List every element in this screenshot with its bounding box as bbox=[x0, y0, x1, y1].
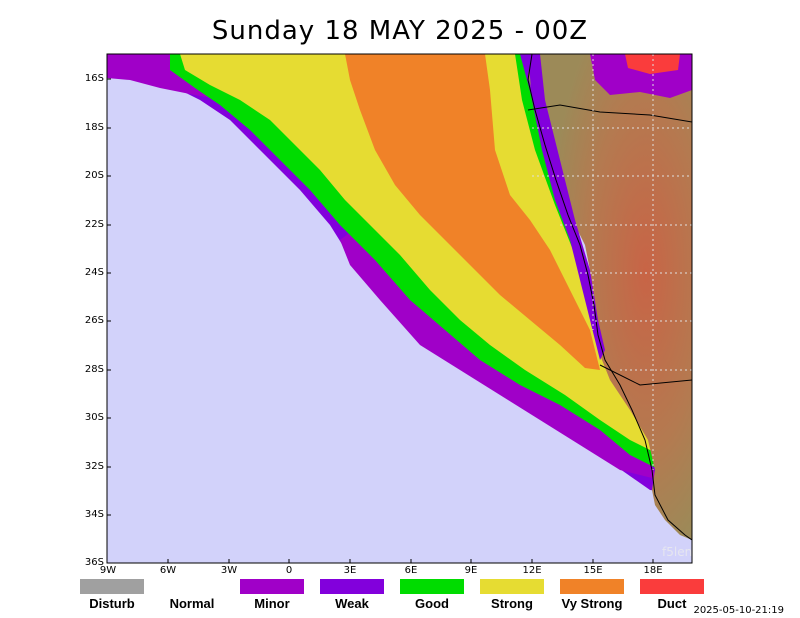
legend-label: Normal bbox=[169, 596, 215, 611]
lon-label: 6W bbox=[159, 565, 177, 576]
lat-label: 36S bbox=[84, 557, 104, 568]
legend-swatch bbox=[160, 579, 224, 594]
legend-label: Disturb bbox=[89, 596, 135, 611]
lon-label: 0 bbox=[285, 565, 293, 576]
lon-label: 9W bbox=[99, 565, 117, 576]
legend-label: Strong bbox=[491, 596, 533, 611]
lat-ticks bbox=[107, 78, 111, 516]
lat-label: 16S bbox=[84, 73, 104, 84]
legend-swatch bbox=[320, 579, 384, 594]
very-strong-zone bbox=[345, 54, 600, 370]
legend-item-good: Good bbox=[400, 579, 464, 611]
legend-swatch bbox=[480, 579, 544, 594]
lat-label: 18S bbox=[84, 122, 104, 133]
lon-label: 18E bbox=[643, 565, 663, 576]
legend-label: Minor bbox=[254, 596, 290, 611]
legend-item-duct: Duct bbox=[640, 579, 704, 611]
legend-swatch bbox=[560, 579, 624, 594]
lat-label: 28S bbox=[84, 364, 104, 375]
timestamp: 2025-05-10-21:19 bbox=[693, 605, 784, 616]
legend-label: Vy Strong bbox=[561, 596, 623, 611]
lon-ticks bbox=[167, 559, 654, 563]
lat-label: 20S bbox=[84, 170, 104, 181]
legend-item-weak: Weak bbox=[320, 579, 384, 611]
legend-item-minor: Minor bbox=[240, 579, 304, 611]
lat-label: 24S bbox=[84, 267, 104, 278]
legend-swatch bbox=[240, 579, 304, 594]
coastal-weak-strip bbox=[528, 54, 605, 360]
legend-swatch bbox=[400, 579, 464, 594]
legend-item-strong: Strong bbox=[480, 579, 544, 611]
legend-label: Duct bbox=[657, 596, 687, 611]
lat-label: 32S bbox=[84, 461, 104, 472]
lon-label: 3E bbox=[343, 565, 357, 576]
lon-label: 9E bbox=[464, 565, 478, 576]
border-line bbox=[527, 104, 692, 123]
lon-label: 12E bbox=[522, 565, 542, 576]
legend-label: Weak bbox=[335, 596, 369, 611]
lat-label: 22S bbox=[84, 219, 104, 230]
legend-item-disturb: Disturb bbox=[80, 579, 144, 611]
lon-label: 15E bbox=[583, 565, 603, 576]
lon-label: 3W bbox=[220, 565, 238, 576]
map-frame bbox=[106, 53, 693, 564]
legend-item-very-strong: Vy Strong bbox=[560, 579, 624, 611]
strong-zone bbox=[180, 54, 685, 465]
watermark: f5len bbox=[662, 545, 693, 559]
lat-label: 30S bbox=[84, 412, 104, 423]
legend-swatch bbox=[640, 579, 704, 594]
legend-label: Good bbox=[415, 596, 449, 611]
grid-lines bbox=[532, 54, 692, 470]
border-line-south bbox=[599, 364, 692, 386]
lat-label: 26S bbox=[84, 315, 104, 326]
lon-label: 6E bbox=[404, 565, 418, 576]
legend-item-normal: Normal bbox=[160, 579, 224, 611]
map-title: Sunday 18 MAY 2025 - 00Z bbox=[211, 16, 589, 46]
legend-swatch bbox=[80, 579, 144, 594]
lat-label: 34S bbox=[84, 509, 104, 520]
coastline bbox=[527, 54, 692, 541]
